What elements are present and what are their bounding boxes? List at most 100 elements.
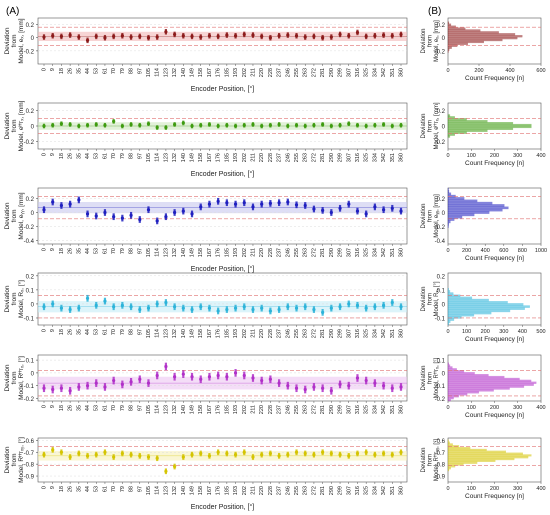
x-tick-label: 342 [381,329,387,338]
hist-x-tick-label: 200 [490,405,499,411]
data-point [51,200,55,204]
data-point [286,305,290,309]
hist-bar [447,395,459,398]
data-point [155,373,159,378]
hist-y-tick-label: 0.2 [437,274,446,280]
x-tick-label: 53 [94,68,100,74]
hist-bar [447,225,449,228]
x-tick-label: 246 [285,486,291,495]
data-point [94,214,98,218]
x-tick-label: 114 [155,68,161,77]
hist-x-tick-label: 400 [536,153,545,159]
x-tick-label: 307 [346,68,352,77]
hist-y-tick-label: -0.1 [435,316,446,322]
x-tick-label: 272 [311,248,317,257]
data-point [338,32,342,37]
x-tick-label: 290 [329,248,335,257]
data-point [68,202,72,206]
x-tick-label: 53 [94,153,100,159]
hist-y-tick-label: -0.6 [435,439,446,445]
x-tick-label: 176 [216,329,222,338]
hist-y-axis-label: from [428,210,434,222]
data-point [103,36,107,40]
data-point [233,202,238,206]
hist-y-axis-label: from [428,293,434,305]
x-tick-label: 299 [338,248,344,257]
hist-x-tick-label: 400 [481,248,490,254]
hist-bar [447,127,514,130]
data-point [68,33,72,37]
data-point [242,450,246,454]
hist-bar [447,129,488,132]
data-point [260,34,264,39]
x-tick-label: 228 [268,405,274,414]
data-point [207,375,212,379]
hist-x-axis-label: Count Frequency [n] [465,255,524,262]
data-point [112,455,116,459]
x-axis-label: Encoder Position, [°] [191,265,255,273]
x-tick-label: 158 [198,248,204,257]
x-tick-label: 272 [311,405,317,414]
x-tick-label: 211 [250,329,256,338]
hist-bar [447,459,496,462]
x-tick-label: 307 [346,405,352,414]
data-point [329,124,333,128]
data-point [94,122,98,127]
data-point [399,209,403,213]
hist-bar [447,372,475,375]
hist-bar [447,447,471,450]
data-point [77,451,81,456]
data-point [77,35,81,39]
x-tick-label: 105 [146,153,152,162]
x-tick-label: 105 [146,405,152,414]
data-point [103,450,107,454]
data-point [268,36,272,40]
hist-y-axis-label: from [428,35,434,47]
hist-x-tick-label: 200 [474,68,483,74]
hist-bar [447,296,473,300]
data-point [286,453,290,457]
hist-x-tick-label: 400 [536,405,545,411]
data-point [120,451,124,456]
hist-bar [447,33,516,36]
hist-bar [447,467,451,470]
hist-bar [447,204,505,207]
data-point [277,381,281,385]
x-tick-label: 123 [163,405,169,414]
y-tick-label: -0.7 [24,451,35,457]
x-tick-label: 316 [355,405,361,414]
x-tick-label: 299 [338,329,344,338]
x-tick-label: 237 [277,486,283,495]
hist-y-axis-label: from [428,120,434,132]
x-tick-label: 18 [59,405,65,411]
hist-bar [447,206,509,210]
data-point [173,32,177,37]
data-point [251,33,255,37]
x-tick-label: 281 [320,248,326,257]
histogram-rthz2: -0.9 -0.8 -0.7 -0.6 0 100 200 300 400 Count Frequ… [421,437,546,500]
hist-y-axis-label: Model, eᵧᵧ, [mm] [434,194,440,238]
hist-x-axis-label: Count Frequency [n] [465,160,524,167]
x-tick-label: 185 [224,405,230,414]
data-point [381,303,386,307]
plot-frame [37,272,408,326]
hist-bar [447,305,530,308]
x-tick-label: 97 [137,486,143,492]
hist-y-tick-label: -0.2 [435,397,446,403]
data-point [233,124,238,128]
x-tick-label: 79 [120,248,126,254]
data-point [321,450,325,454]
x-tick-label: 18 [59,68,65,74]
hist-bar [447,441,450,444]
x-tick-label: 246 [285,68,291,77]
data-point [207,306,212,310]
y-axis-label: Model, eₓ, [mm] [18,18,25,63]
x-tick-label: 202 [242,486,248,495]
hist-bar [447,48,450,51]
hist-bar [447,42,469,45]
data-point [68,307,72,312]
x-tick-label: 149 [190,486,196,495]
hist-x-axis-label: Count Frequency [n] [465,493,524,500]
hist-x-tick-label: 0 [446,68,449,74]
